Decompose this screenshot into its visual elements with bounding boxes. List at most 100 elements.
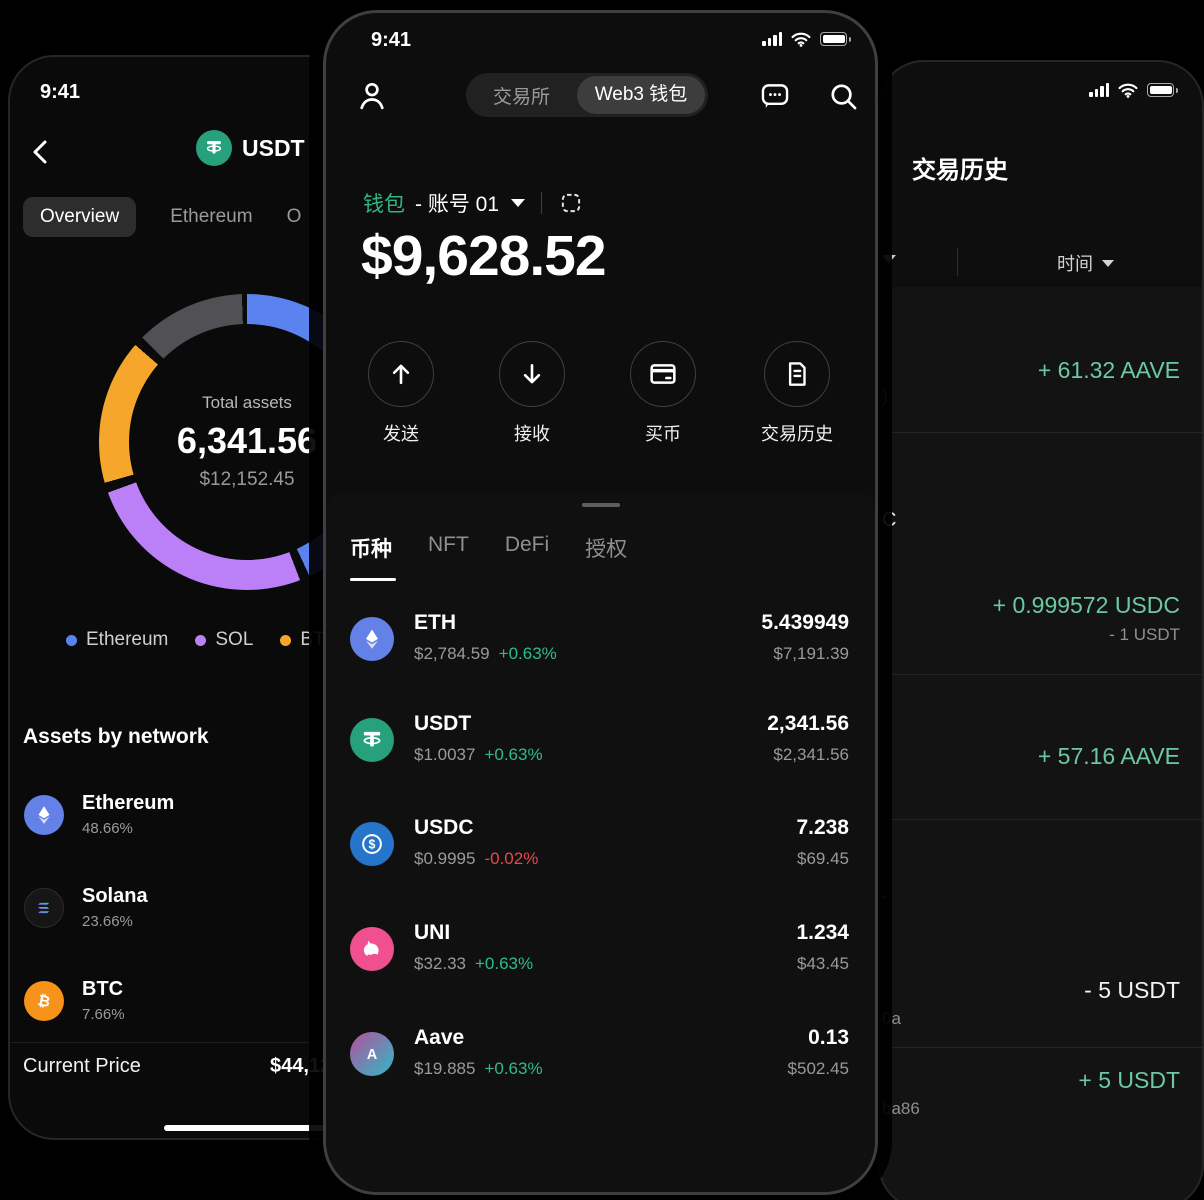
network-row-btc[interactable]: ₿ BTC 7.66% xyxy=(24,978,125,1023)
document-icon xyxy=(764,341,830,407)
divider xyxy=(880,674,1202,675)
home-indicator xyxy=(164,1125,326,1131)
token-row-aave[interactable]: A Aave $19.885 +0.63% 0.13 $502.45 xyxy=(326,1026,875,1112)
token-row-usdt[interactable]: USDT $1.0037 +0.63% 2,341.56 $2,341.56 xyxy=(326,712,875,798)
token-amount: 7.238 xyxy=(796,816,849,839)
filter-fragment-caret[interactable] xyxy=(882,255,896,263)
send-button[interactable]: 发送 xyxy=(368,341,434,446)
solana-network-icon xyxy=(24,887,64,928)
token-row-usdc[interactable]: $ USDC $0.9995 -0.02% 7.238 $69.45 xyxy=(326,816,875,902)
token-usd: $69.45 xyxy=(797,849,849,868)
tab-exchange[interactable]: 交易所 xyxy=(492,86,550,108)
chat-icon[interactable] xyxy=(758,79,792,113)
token-header: USDT xyxy=(196,130,305,166)
token-amount: 5.439949 xyxy=(761,611,849,634)
token-price: $1.0037 xyxy=(414,745,476,764)
status-time: 9:41 xyxy=(40,81,81,103)
tab-coins[interactable]: 币种 xyxy=(350,533,396,581)
tx-sub-amount: - 1 USDT xyxy=(1109,625,1180,644)
legend-dot-ethereum xyxy=(66,634,77,646)
legend-ethereum: Ethereum xyxy=(66,629,168,651)
token-amount: 0.13 xyxy=(808,1026,849,1049)
token-row-uni[interactable]: UNI $32.33 +0.63% 1.234 $43.45 xyxy=(326,921,875,1007)
page-title: 交易历史 xyxy=(912,157,1008,184)
tab-overview[interactable]: Overview xyxy=(23,197,137,237)
status-icons xyxy=(1089,82,1178,98)
separator xyxy=(541,192,543,214)
legend-dot-sol xyxy=(195,634,207,646)
profile-icon[interactable] xyxy=(353,77,391,115)
signal-icon xyxy=(762,32,782,46)
transaction-list: ) + 61.32 AAVE C + 0.999572 USDC - 1 USD… xyxy=(880,287,1202,1200)
network-row-solana[interactable]: Solana 23.66% xyxy=(24,885,148,930)
status-icons xyxy=(762,31,851,47)
back-button[interactable] xyxy=(28,135,58,169)
battery-icon xyxy=(820,32,851,46)
time-filter-dropdown[interactable]: 时间 xyxy=(1057,250,1114,276)
scan-icon[interactable] xyxy=(558,190,584,216)
chevron-down-icon xyxy=(1102,259,1114,267)
tab-partial[interactable]: O xyxy=(286,206,302,227)
token-price: $19.885 xyxy=(414,1059,476,1078)
tab-defi[interactable]: DeFi xyxy=(504,533,550,556)
right-phone: 交易历史 时间 ) + 61.32 AAVE C + 0.999572 USDC… xyxy=(878,60,1204,1200)
token-usd: $502.45 xyxy=(787,1059,849,1078)
wallet-label: 钱包 xyxy=(363,193,405,216)
token-amount: 1.234 xyxy=(796,921,849,944)
signal-icon xyxy=(1089,83,1109,97)
token-change: +0.63% xyxy=(498,644,557,663)
token-change: +0.63% xyxy=(484,745,543,764)
buy-crypto-button[interactable]: 买币 xyxy=(630,341,696,446)
token-symbol: USDT xyxy=(242,134,305,161)
current-price-label: Current Price xyxy=(23,1055,141,1077)
battery-icon xyxy=(1147,83,1178,97)
usdc-icon: $ xyxy=(350,822,394,866)
quick-actions: 发送 接收 买币 xyxy=(326,341,875,446)
btc-network-icon: ₿ xyxy=(24,980,64,1021)
token-price: $0.9995 xyxy=(414,849,476,868)
divider xyxy=(10,1042,388,1043)
usdt-icon xyxy=(196,130,232,166)
legend-sol: SOL xyxy=(195,629,253,651)
filter-separator xyxy=(957,248,958,276)
overview-tabs: Overview Ethereum O xyxy=(23,197,301,237)
tx-amount[interactable]: + 61.32 AAVE xyxy=(1037,357,1180,383)
account-label: - 账号 01 xyxy=(415,193,500,216)
account-selector[interactable]: 钱包 - 账号 01 xyxy=(363,188,584,218)
token-price: $32.33 xyxy=(414,954,466,973)
token-usd: $2,341.56 xyxy=(773,745,849,764)
tab-approvals[interactable]: 授权 xyxy=(585,538,628,561)
arrow-up-icon xyxy=(368,341,434,407)
tab-nft[interactable]: NFT xyxy=(428,533,469,556)
tab-web3-wallet[interactable]: Web3 钱包 xyxy=(577,76,705,114)
tx-amount[interactable]: + 0.999572 USDC xyxy=(992,592,1180,618)
edge-fragment-paren: ) xyxy=(882,387,888,406)
chart-legend: Ethereum SOL BTC xyxy=(66,629,338,651)
token-change: -0.02% xyxy=(484,849,539,868)
chevron-down-icon xyxy=(511,199,526,207)
tx-amount[interactable]: + 5 USDT xyxy=(1078,1067,1180,1093)
card-icon xyxy=(630,341,696,407)
current-price-row: Current Price $44,12 xyxy=(23,1055,388,1078)
token-row-eth[interactable]: ETH $2,784.59 +0.63% 5.439949 $7,191.39 xyxy=(326,611,875,697)
history-button[interactable]: 交易历史 xyxy=(761,341,833,446)
token-usd: $7,191.39 xyxy=(773,644,849,663)
assets-sheet: 币种 NFT DeFi 授权 ETH $2,784.59 +0.63 xyxy=(326,493,875,1192)
tab-ethereum[interactable]: Ethereum xyxy=(170,206,253,227)
tx-amount[interactable]: + 57.16 AAVE xyxy=(1037,743,1180,769)
tx-amount[interactable]: - 5 USDT xyxy=(1084,977,1180,1003)
search-icon[interactable] xyxy=(826,79,860,113)
segmented-control: 交易所 Web3 钱包 xyxy=(466,73,708,117)
drag-handle[interactable] xyxy=(581,503,620,507)
wifi-icon xyxy=(1118,83,1138,98)
donut-title: Total assets xyxy=(202,393,292,412)
token-amount: 2,341.56 xyxy=(767,712,849,735)
network-row-ethereum[interactable]: Ethereum 48.66% xyxy=(24,792,174,837)
wifi-icon xyxy=(791,32,811,47)
center-phone: 9:41 交易所 Web3 钱包 xyxy=(323,10,878,1195)
eth-icon xyxy=(350,617,394,661)
tx-address-fragment: 0a xyxy=(882,1009,901,1028)
token-change: +0.63% xyxy=(484,1059,543,1078)
receive-button[interactable]: 接收 xyxy=(499,341,565,446)
